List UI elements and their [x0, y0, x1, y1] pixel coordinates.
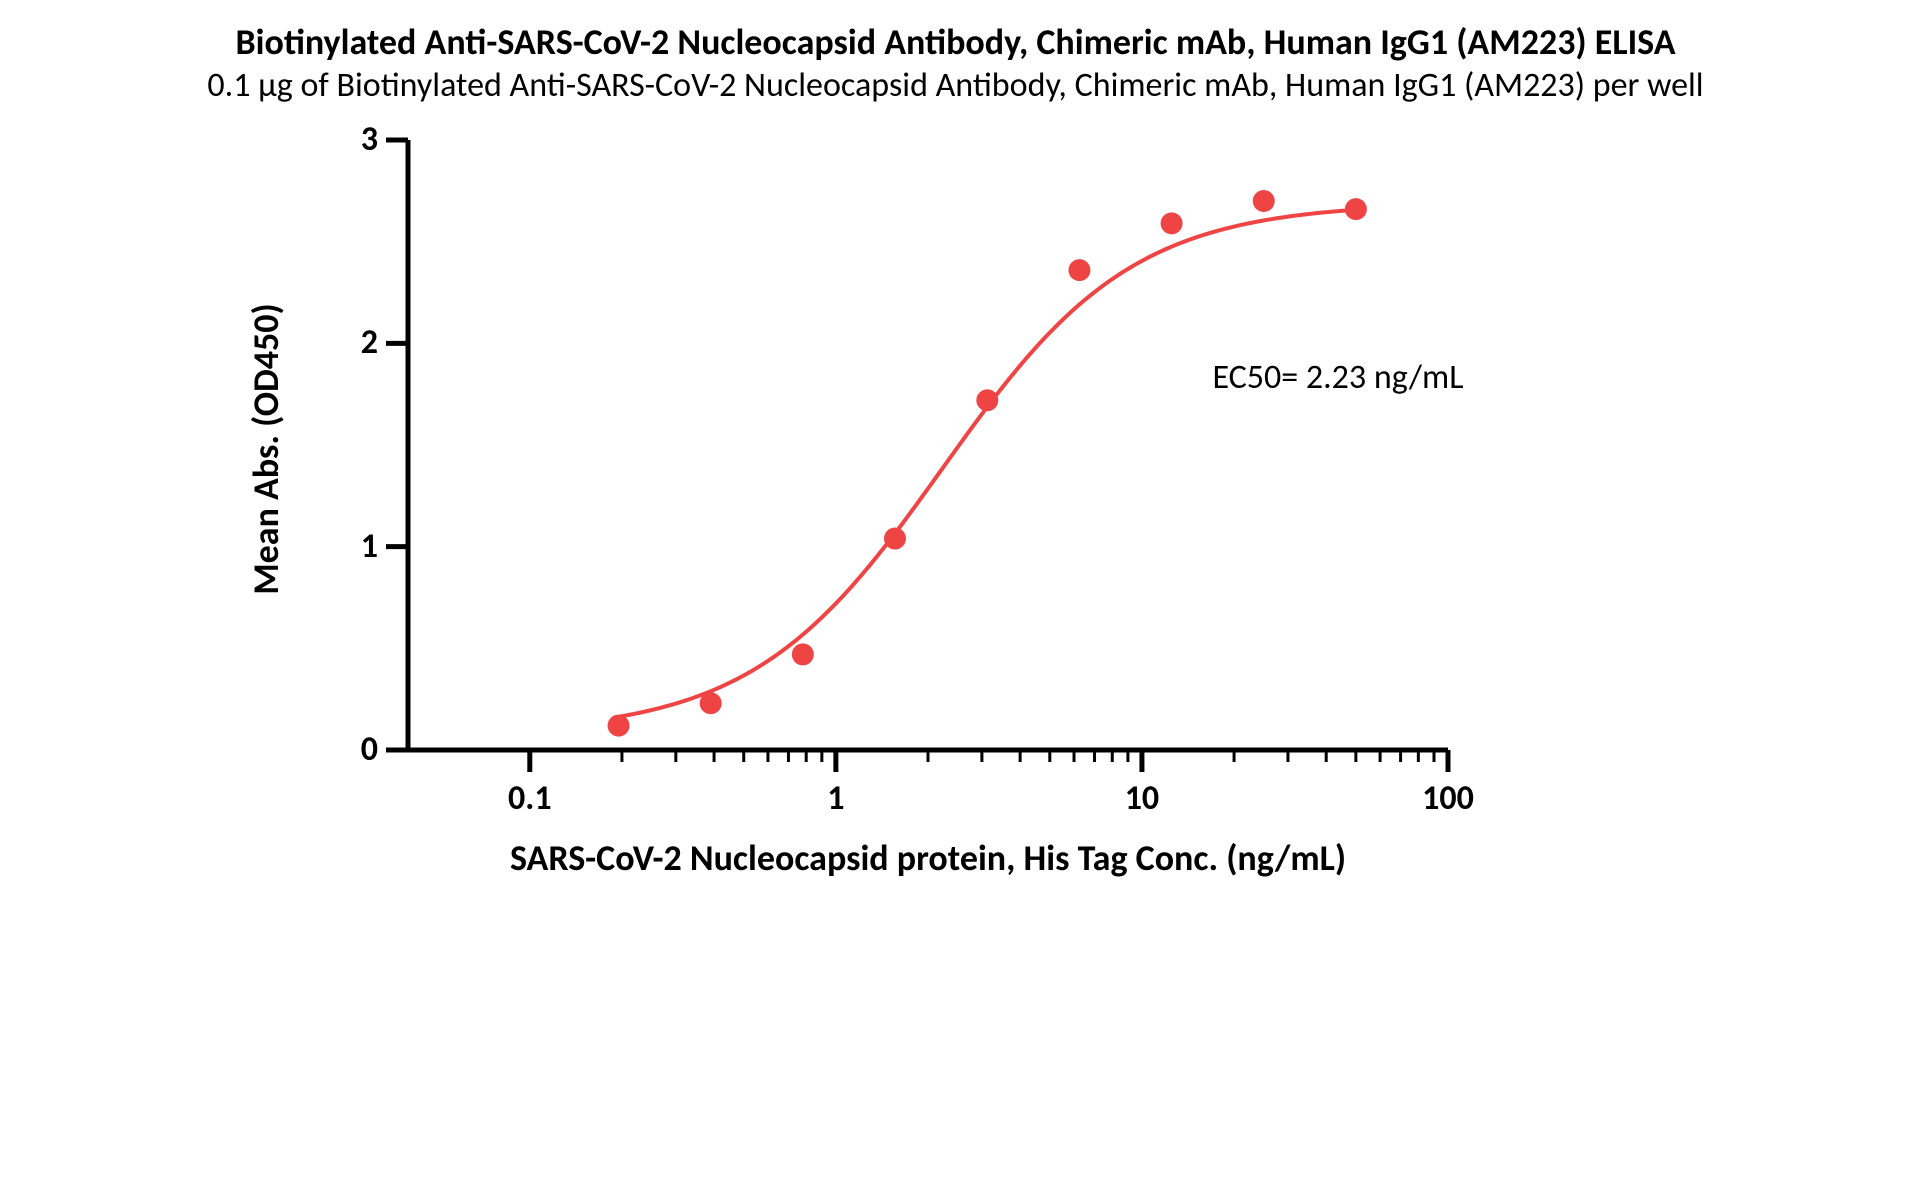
y-tick-label: 2 — [318, 322, 378, 363]
x-tick-label: 1 — [786, 778, 886, 819]
ec50-annotation: EC50= 2.23 ng/mL — [1212, 357, 1463, 398]
y-tick-label: 3 — [318, 119, 378, 160]
x-tick-label: 0.1 — [480, 778, 580, 819]
figure-canvas: Biotinylated Anti-SARS-CoV-2 Nucleocapsi… — [0, 0, 1911, 1185]
plot-area — [408, 140, 1448, 750]
plot-svg — [408, 140, 1448, 750]
x-axis-label: SARS-CoV-2 Nucleocapsid protein, His Tag… — [408, 836, 1448, 880]
y-tick-label: 0 — [318, 729, 378, 770]
y-tick-label: 1 — [318, 526, 378, 567]
x-tick-label: 10 — [1092, 778, 1192, 819]
chart-title: Biotinylated Anti-SARS-CoV-2 Nucleocapsi… — [0, 20, 1911, 64]
chart-subtitle: 0.1 µg of Biotinylated Anti-SARS-CoV-2 N… — [0, 65, 1911, 106]
x-tick-label: 100 — [1398, 778, 1498, 819]
y-axis-label: Mean Abs. (OD450) — [244, 249, 288, 649]
